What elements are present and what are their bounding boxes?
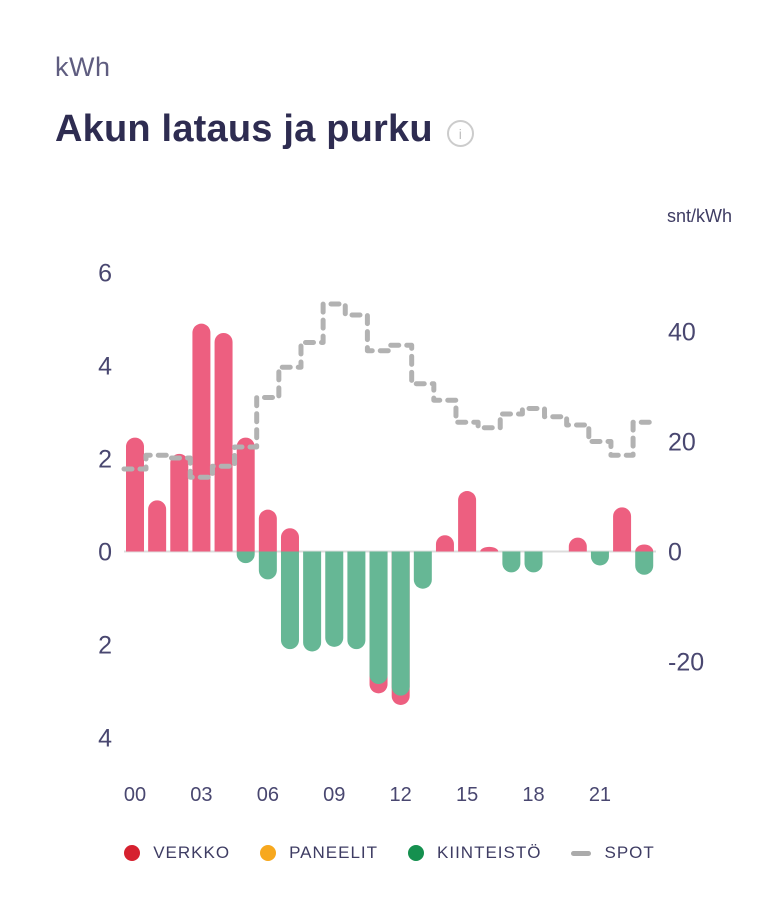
bar-hour-08[interactable] [303,551,322,652]
info-icon[interactable]: i [446,120,474,147]
bar-hour-23[interactable] [635,544,654,575]
bar-hour-06[interactable] [258,509,277,580]
bar-hour-13[interactable] [413,551,432,589]
legend-label-paneelit: PANEELIT [289,843,379,862]
left-axis-tick-2: 2 [98,446,112,474]
left-axis-tick-0: 0 [98,539,112,567]
bar-hour-10[interactable] [347,551,366,650]
x-axis-tick-12: 12 [390,784,412,806]
legend-label-verkko: VERKKO [153,843,231,862]
title-row: Akun lataus ja purku i [55,108,474,151]
x-axis-tick-06: 06 [257,784,279,806]
kiinteisto-dot-swatch [408,845,425,861]
bar-hour-04[interactable] [214,332,233,552]
legend-label-kiinteisto: KIINTEISTÖ [437,843,542,862]
bar-hour-00[interactable] [126,437,144,552]
right-axis-tick-20: 20 [668,429,696,457]
bar-hour-11[interactable] [369,551,388,694]
bar-hour-02[interactable] [170,453,189,552]
x-axis-tick-09: 09 [323,784,345,806]
x-axis-tick-18: 18 [522,784,544,806]
x-axis-tick-15: 15 [456,784,478,806]
bar-hour-22[interactable] [613,507,632,552]
bar-hour-20[interactable] [568,537,587,552]
legend-item-paneelit[interactable]: PANEELIT [260,843,378,863]
bar-hour-17[interactable] [502,551,521,573]
x-axis-tick-21: 21 [589,784,611,806]
left-axis-tick--4: 4 [98,725,112,753]
left-axis-tick--2: 2 [98,632,112,660]
bar-hour-07[interactable] [280,528,299,650]
spot-line [121,301,658,480]
right-axis-tick--20: -20 [668,649,704,677]
right-axis-tick-0: 0 [668,539,682,567]
legend-label-spot: SPOT [604,843,655,862]
legend-item-verkko[interactable]: VERKKO [124,843,230,863]
x-axis-tick-03: 03 [190,784,212,806]
bar-hour-09[interactable] [325,551,344,647]
chart-unit-label: kWh [55,52,111,82]
right-axis-tick-40: 40 [668,319,696,347]
legend-item-kiinteisto[interactable]: KIINTEISTÖ [408,843,541,863]
left-axis-tick-4: 4 [98,353,112,381]
bar-hour-12[interactable] [391,551,410,705]
x-axis-tick-00: 00 [124,784,146,806]
bar-hour-18[interactable] [524,551,543,573]
page-title: Akun lataus ja purku [55,108,433,150]
verkko-dot-swatch [124,845,141,861]
bar-hour-21[interactable] [590,551,609,566]
legend-item-spot[interactable]: SPOT [571,843,654,863]
right-axis-unit-label: snt/kWh [666,206,732,226]
bar-hour-05[interactable] [236,437,255,564]
chart-legend: VERKKO PANEELIT KIINTEISTÖ SPOT [0,843,779,863]
left-axis-tick-6: 6 [98,260,112,288]
bar-hour-14[interactable] [435,535,454,552]
bar-hour-16[interactable] [480,546,499,552]
paneelit-dot-swatch [260,845,277,861]
bar-hour-01[interactable] [148,500,167,552]
bar-hour-03[interactable] [192,323,211,552]
spot-dash-swatch [571,850,592,856]
bar-hour-15[interactable] [458,491,477,552]
